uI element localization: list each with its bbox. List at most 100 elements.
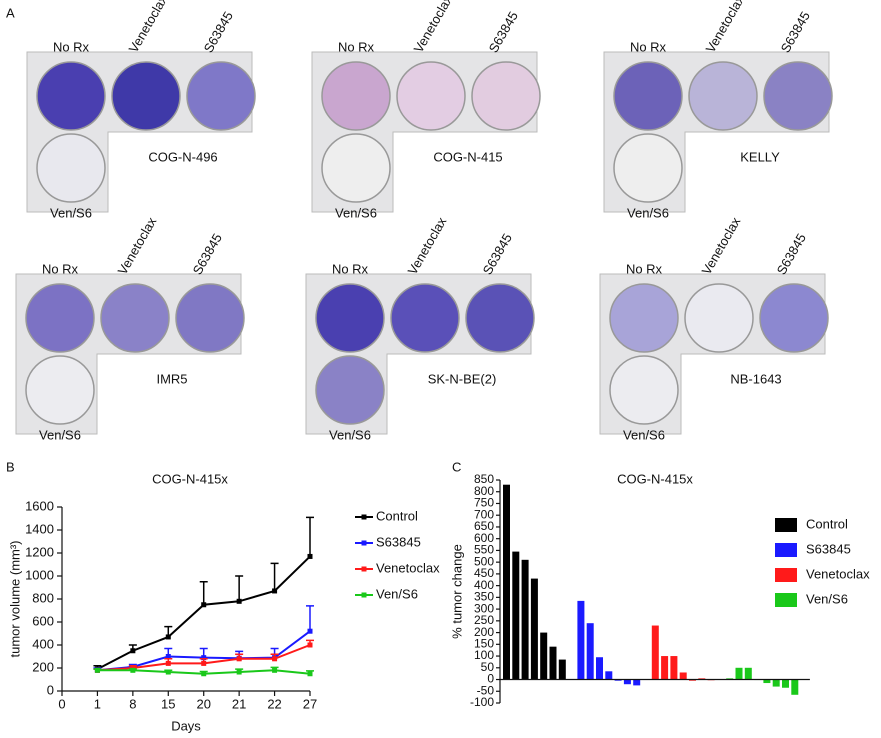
x-tick-label: 27 (303, 696, 317, 711)
y-tick-label: 1200 (25, 544, 54, 559)
legend-marker (361, 566, 367, 572)
data-point (201, 655, 207, 661)
cell-line-name: COG-N-496 (148, 149, 217, 164)
well-label: Ven/S6 (627, 205, 669, 220)
bar (558, 659, 566, 680)
error-bar (199, 581, 208, 605)
well (465, 283, 535, 353)
well (471, 61, 541, 131)
data-point (236, 669, 242, 675)
well (609, 355, 679, 425)
y-tick-label: 1600 (25, 498, 54, 513)
x-tick-label: 0 (58, 696, 65, 711)
legend-swatch (775, 543, 797, 557)
well (390, 283, 460, 353)
data-point (272, 656, 278, 662)
cell-line-name: NB-1643 (730, 371, 781, 386)
y-tick-label: 800 (32, 590, 54, 605)
bar (782, 679, 789, 688)
y-tick-label: 400 (32, 636, 54, 651)
y-tick-label: 650 (474, 519, 494, 533)
x-tick-label: 15 (161, 696, 175, 711)
well-label: S63845 (190, 231, 225, 277)
data-point (272, 588, 278, 594)
well (36, 61, 106, 131)
well (688, 61, 758, 131)
x-tick-label: 8 (129, 696, 136, 711)
legend-swatch (775, 568, 797, 582)
legend-label: Ven/S6 (806, 591, 848, 606)
data-point (201, 660, 207, 666)
bar (633, 679, 641, 686)
bar (577, 600, 585, 680)
well (613, 133, 683, 203)
data-point (130, 667, 136, 673)
y-tick-label: 400 (474, 578, 494, 592)
data-point (165, 669, 171, 675)
bar (744, 667, 752, 680)
well-label: Ven/S6 (329, 427, 371, 442)
cell-line-name: COG-N-415 (433, 149, 502, 164)
well (100, 283, 170, 353)
well (25, 283, 95, 353)
panel-label: A (6, 5, 15, 20)
well-label: Venetoclax (703, 0, 748, 55)
well (25, 355, 95, 425)
well-label: Ven/S6 (335, 205, 377, 220)
well-label: S63845 (774, 231, 809, 277)
bar (503, 484, 510, 680)
x-tick-label: 20 (196, 696, 210, 711)
data-point (165, 634, 171, 640)
data-point (201, 671, 207, 677)
well-label: No Rx (332, 261, 369, 276)
well-label: Venetoclax (411, 0, 456, 55)
bar (586, 623, 594, 680)
legend-marker (361, 592, 367, 598)
well-label: S63845 (480, 231, 515, 277)
cell-line-name: IMR5 (156, 371, 187, 386)
data-point (307, 628, 313, 634)
data-point (94, 667, 100, 673)
bar (512, 551, 520, 680)
well-label: Venetoclax (405, 214, 450, 277)
well (175, 283, 245, 353)
y-tick-label: 1000 (25, 567, 54, 582)
well-label: S63845 (778, 9, 813, 55)
legend-label: Control (806, 516, 848, 531)
y-tick-label: 850 (474, 472, 494, 486)
cell-line-name: KELLY (740, 149, 780, 164)
data-point (201, 602, 207, 608)
well (321, 133, 391, 203)
y-tick-label: 250 (474, 613, 494, 627)
well-label: Venetoclax (126, 0, 171, 55)
well-label: Ven/S6 (623, 427, 665, 442)
data-point (307, 671, 313, 677)
y-tick-label: 350 (474, 590, 494, 604)
x-tick-label: 22 (267, 696, 281, 711)
y-tick-label: 750 (474, 496, 494, 510)
y-tick-label: 200 (32, 659, 54, 674)
bar (540, 632, 548, 680)
well-label: Ven/S6 (50, 205, 92, 220)
bar (661, 656, 669, 680)
well-label: No Rx (630, 39, 667, 54)
legend-swatch (775, 593, 797, 607)
y-tick-label: 450 (474, 566, 494, 580)
y-tick-label: 550 (474, 543, 494, 557)
bar (791, 679, 799, 695)
legend-marker (361, 540, 367, 546)
data-point (307, 553, 313, 559)
data-point (130, 648, 136, 654)
bar (549, 646, 557, 680)
y-tick-label: 600 (474, 531, 494, 545)
bar (596, 657, 603, 680)
data-point (236, 656, 242, 662)
bar (651, 625, 659, 680)
well (321, 61, 391, 131)
well-label: No Rx (626, 261, 663, 276)
legend-label: S63845 (376, 534, 421, 549)
cell-line-name: SK-N-BE(2) (428, 371, 497, 386)
y-tick-label: 800 (474, 484, 494, 498)
panel-label: C (452, 459, 461, 474)
